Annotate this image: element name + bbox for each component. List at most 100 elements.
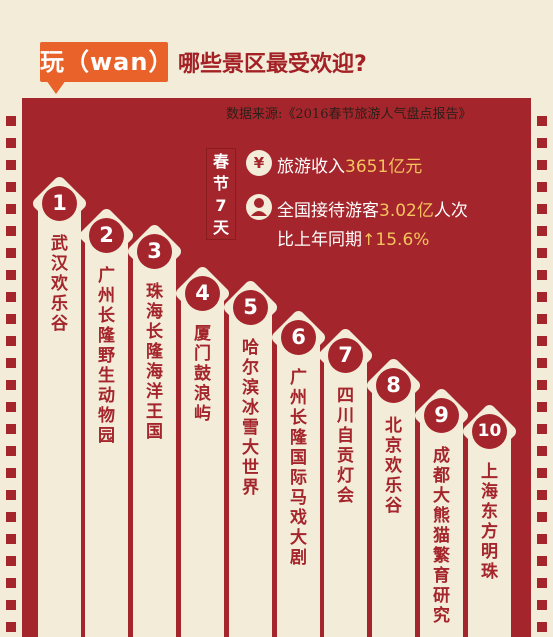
play-badge: 玩（wan）	[40, 42, 174, 82]
film-hole	[537, 556, 547, 566]
badge-label: 玩（wan）	[40, 48, 174, 76]
ranking-item: 3 珠海长隆海洋王国	[125, 222, 184, 637]
film-hole	[6, 292, 16, 302]
film-strip-right	[531, 98, 553, 637]
pillar-body	[181, 294, 224, 637]
rank-number: 5	[233, 290, 268, 325]
attraction-name: 厦门鼓浪屿	[194, 324, 211, 424]
rank-number: 8	[376, 368, 411, 403]
yoy-label: 比上年同期	[277, 230, 362, 250]
attraction-name: 哈尔滨冰雪大世界	[242, 338, 259, 498]
film-hole	[6, 556, 16, 566]
film-hole	[6, 314, 16, 324]
spring-char: 节	[212, 174, 229, 193]
rank-number: 10	[472, 414, 507, 449]
spring-char: 7	[215, 196, 227, 215]
pillar-body	[468, 432, 511, 637]
film-hole	[6, 512, 16, 522]
pillar-body	[277, 338, 320, 637]
content-panel: 数据来源:《2016春节旅游人气盘点报告》 春 节 7 天 ¥ 旅游收入3651…	[0, 98, 553, 637]
film-strip-left	[0, 98, 22, 637]
film-hole	[537, 160, 547, 170]
attraction-name: 武汉欢乐谷	[51, 234, 68, 334]
film-hole	[537, 622, 547, 632]
film-hole	[537, 204, 547, 214]
pillar-body	[229, 308, 272, 637]
attraction-name: 四川自贡灯会	[337, 386, 354, 506]
film-hole	[6, 424, 16, 434]
attraction-name: 北京欢乐谷	[385, 416, 402, 516]
rank-number: 6	[281, 320, 316, 355]
film-hole	[6, 204, 16, 214]
pillar-body	[420, 416, 463, 637]
spring-char: 春	[212, 152, 229, 171]
film-hole	[6, 534, 16, 544]
film-hole	[6, 270, 16, 280]
film-hole	[537, 270, 547, 280]
film-hole	[6, 578, 16, 588]
income-label: 旅游收入	[277, 157, 345, 177]
spring-char: 天	[212, 218, 229, 237]
spring-festival-label: 春 节 7 天	[206, 148, 236, 240]
yoy-value: 15.6%	[375, 230, 430, 250]
rank-number: 3	[137, 234, 172, 269]
person-icon	[246, 194, 272, 220]
film-hole	[6, 446, 16, 456]
film-hole	[6, 116, 16, 126]
pillar-body	[38, 204, 81, 637]
film-hole	[537, 578, 547, 588]
pillar-body	[85, 236, 128, 637]
film-hole	[537, 314, 547, 324]
yoy-stat: 比上年同期↑15.6%	[277, 225, 429, 250]
ranking-item: 2 广州长隆野生动物园	[77, 206, 136, 637]
film-hole	[6, 336, 16, 346]
rank-number: 9	[424, 398, 459, 433]
film-hole	[537, 446, 547, 456]
visitors-value: 3.02亿	[379, 201, 434, 221]
arrow-up-icon: ↑	[362, 230, 376, 249]
yen-icon: ¥	[246, 150, 272, 176]
visitors-label: 全国接待游客	[277, 201, 379, 221]
rank-number: 1	[42, 186, 77, 221]
film-hole	[6, 138, 16, 148]
attraction-name: 上海东方明珠	[481, 462, 498, 582]
attraction-name: 成都大熊猫繁育研究	[433, 446, 450, 626]
page-title: 哪些景区最受欢迎?	[178, 52, 367, 77]
film-hole	[537, 358, 547, 368]
film-hole	[537, 138, 547, 148]
pillar-body	[372, 386, 415, 637]
film-hole	[537, 512, 547, 522]
ranking-item: 8 北京欢乐谷	[364, 356, 423, 637]
ranking-item: 6 广州长隆国际马戏大剧	[269, 308, 328, 637]
film-hole	[537, 380, 547, 390]
ranking-item: 9 成都大熊猫繁育研究	[412, 386, 471, 637]
data-source: 数据来源:《2016春节旅游人气盘点报告》	[226, 107, 472, 122]
attraction-name: 珠海长隆海洋王国	[146, 282, 163, 442]
film-hole	[537, 226, 547, 236]
film-hole	[6, 226, 16, 236]
rank-number: 7	[328, 338, 363, 373]
income-stat: 旅游收入3651亿元	[277, 152, 422, 177]
film-hole	[537, 402, 547, 412]
visitors-stat: 全国接待游客3.02亿人次	[277, 196, 468, 221]
film-hole	[537, 468, 547, 478]
film-hole	[537, 490, 547, 500]
film-hole	[537, 424, 547, 434]
film-hole	[6, 622, 16, 632]
ranking-item: 10 上海东方明珠	[460, 402, 519, 637]
rank-number: 2	[89, 218, 124, 253]
film-hole	[537, 116, 547, 126]
visitors-unit: 人次	[433, 201, 468, 221]
attraction-name: 广州长隆野生动物园	[98, 266, 115, 446]
film-hole	[537, 600, 547, 610]
film-hole	[6, 490, 16, 500]
pillar-body	[133, 252, 176, 637]
ranking-item: 5 哈尔滨冰雪大世界	[221, 278, 280, 637]
film-hole	[537, 534, 547, 544]
ranking-item: 7 四川自贡灯会	[316, 326, 375, 637]
film-hole	[537, 292, 547, 302]
film-hole	[6, 160, 16, 170]
film-hole	[6, 468, 16, 478]
film-hole	[6, 380, 16, 390]
film-hole	[537, 182, 547, 192]
